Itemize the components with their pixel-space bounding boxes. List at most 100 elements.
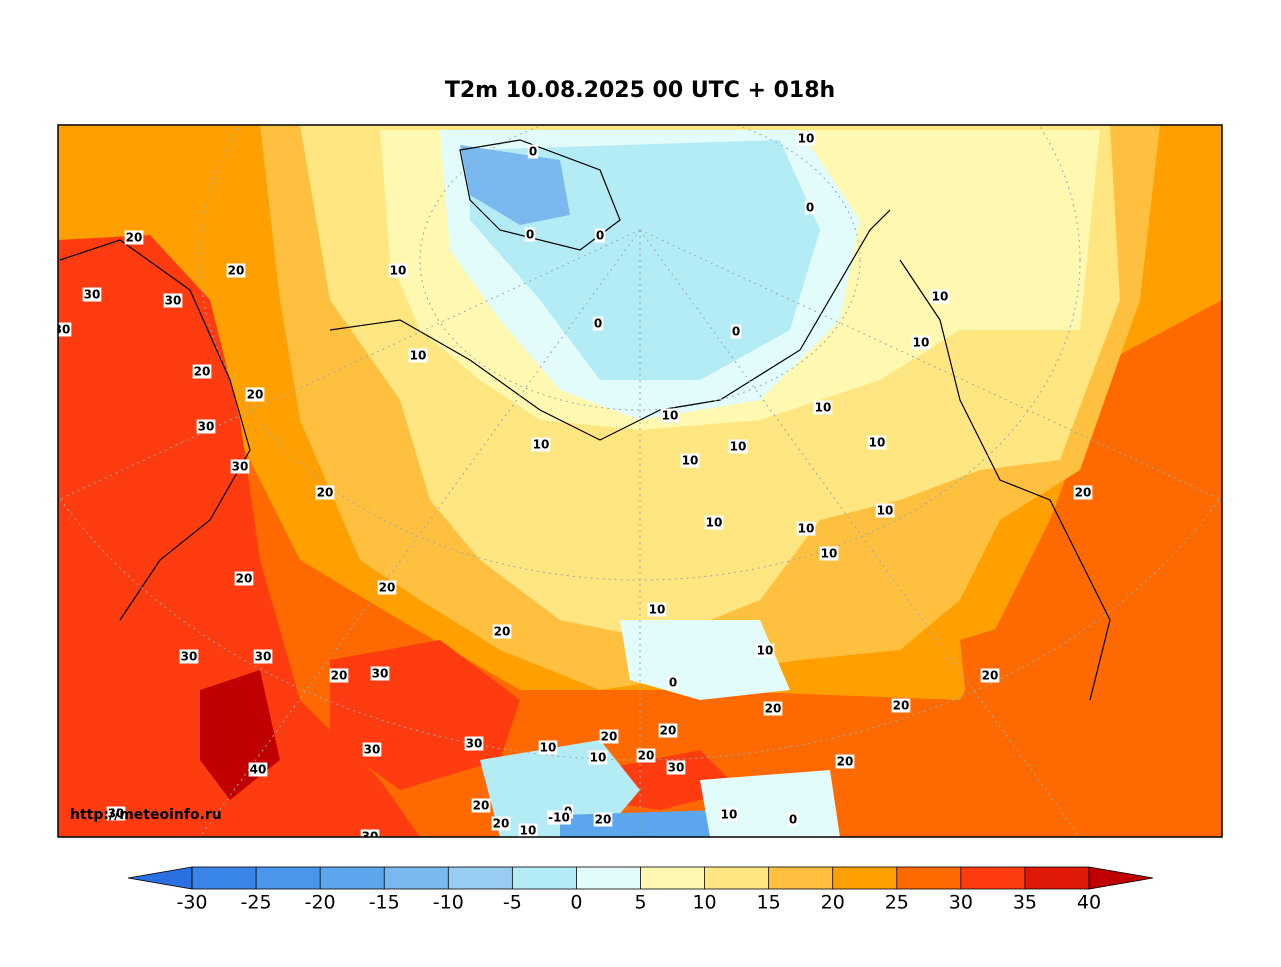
contour-label-box bbox=[524, 227, 536, 242]
contour-label: 0 bbox=[526, 228, 534, 242]
colorbar-tick-label: -5 bbox=[503, 892, 522, 914]
contour-label: 20 bbox=[765, 702, 782, 716]
zone-mountain bbox=[620, 620, 790, 700]
contour-label-box bbox=[360, 829, 380, 837]
contour-label-box bbox=[408, 348, 428, 363]
contour-label: 0 bbox=[594, 317, 602, 331]
contour-label: 30 bbox=[54, 323, 71, 337]
colorbar-tick-label: -10 bbox=[433, 892, 464, 914]
contour-label: 20 bbox=[638, 749, 655, 763]
colorbar: -30 -25 -20 -15 -10 -5 0 5 10 15 20 25 30 35 40 bbox=[127, 866, 1154, 914]
contour-label: 10 bbox=[533, 438, 550, 452]
contour-label: 10 bbox=[682, 454, 699, 468]
zone-tibet-b bbox=[700, 770, 840, 837]
graticule bbox=[58, 125, 1222, 837]
colorbar-tick-label: 0 bbox=[570, 892, 582, 914]
contour-label-box bbox=[230, 459, 250, 474]
contour-label: 20 bbox=[247, 388, 264, 402]
contour-label-box bbox=[796, 131, 816, 146]
contour-label: 20 bbox=[317, 486, 334, 500]
colorbar-tick-label: 10 bbox=[692, 892, 716, 914]
contour-label-box bbox=[666, 760, 686, 775]
colorbar-bin bbox=[448, 867, 513, 889]
colorbar-bin bbox=[192, 867, 257, 889]
contour-label: 0 bbox=[806, 201, 814, 215]
contour-label-box bbox=[1073, 485, 1093, 500]
contour-label-box bbox=[867, 435, 887, 450]
contour-label-box bbox=[547, 810, 571, 825]
colorbar-tick-label: 25 bbox=[885, 892, 909, 914]
contour-label: 10 bbox=[815, 401, 832, 415]
contour-label-box bbox=[593, 812, 613, 827]
contour-label: 10 bbox=[540, 741, 557, 755]
zone-25-30-b bbox=[960, 560, 1222, 837]
contour-label: 30 bbox=[181, 650, 198, 664]
contour-label-box bbox=[763, 701, 783, 716]
contour-label-box bbox=[980, 668, 1000, 683]
contour-label-box bbox=[464, 736, 484, 751]
contour-labels: 10 0 0 0 0 20 20 10 30 30 10 30 0 0 10 10 20 20 10 30 10 10 10… bbox=[54, 131, 1093, 838]
contour-label: 20 bbox=[194, 365, 211, 379]
temperature-field: 10 0 0 0 0 20 20 10 30 30 10 30 0 0 10 10 20 20 10 30 10 10 10… bbox=[54, 125, 1222, 838]
colorbar-over bbox=[1088, 866, 1154, 890]
contour-label: 20 bbox=[236, 572, 253, 586]
colorbar-tick-label: 5 bbox=[634, 892, 646, 914]
contour-label: 30 bbox=[364, 743, 381, 757]
colorbar-bin bbox=[640, 867, 705, 889]
contour-label: 30 bbox=[198, 420, 215, 434]
contour-label: 20 bbox=[126, 231, 143, 245]
colorbar-tick-label: 40 bbox=[1077, 892, 1101, 914]
colorbar-tick-label: 30 bbox=[949, 892, 973, 914]
colorbar-bin bbox=[384, 867, 449, 889]
colorbar-tick-label: -20 bbox=[305, 892, 336, 914]
colorbar-tick-label: -30 bbox=[176, 892, 207, 914]
contour-label-box bbox=[930, 289, 950, 304]
contour-label: 20 bbox=[1075, 486, 1092, 500]
contour-label: 10 bbox=[798, 522, 815, 536]
contour-label-box bbox=[82, 287, 102, 302]
contour-label-box bbox=[329, 668, 349, 683]
contour-label-box bbox=[315, 485, 335, 500]
colorbar-tick-label: 20 bbox=[821, 892, 845, 914]
contour-label-box bbox=[362, 742, 382, 757]
contour-label: 10 bbox=[869, 436, 886, 450]
contour-label: 0 bbox=[669, 676, 677, 690]
contour-label-box bbox=[248, 762, 268, 777]
contour-label-box bbox=[196, 419, 216, 434]
contour-label-box bbox=[531, 437, 551, 452]
contour-label: 20 bbox=[893, 699, 910, 713]
map-title: T2m 10.08.2025 00 UTC + 018h bbox=[445, 78, 835, 103]
contour-label: 10 bbox=[662, 409, 679, 423]
contour-label: 10 bbox=[730, 440, 747, 454]
contour-label-box bbox=[819, 546, 839, 561]
contour-label-box bbox=[755, 643, 775, 658]
contour-label-box bbox=[680, 453, 700, 468]
contour-label: 20 bbox=[494, 625, 511, 639]
contour-label-box bbox=[538, 740, 558, 755]
contour-label-box bbox=[106, 806, 126, 821]
contour-label-box bbox=[813, 400, 833, 415]
contour-label-box bbox=[226, 263, 246, 278]
contour-label-box bbox=[636, 748, 656, 763]
contour-label-box bbox=[370, 666, 390, 681]
contour-label: 20 bbox=[837, 755, 854, 769]
contour-label: 30 bbox=[165, 294, 182, 308]
contour-label-box bbox=[179, 649, 199, 664]
contour-label: 0 bbox=[732, 325, 740, 339]
contour-label: 10 bbox=[520, 824, 537, 838]
colorbar-bin bbox=[896, 867, 961, 889]
contour-label: 30 bbox=[232, 460, 249, 474]
zone-30-35 bbox=[58, 235, 420, 837]
contour-label-box bbox=[492, 624, 512, 639]
contour-label-box bbox=[796, 521, 816, 536]
contour-label-box bbox=[835, 754, 855, 769]
colorbar-bin bbox=[320, 867, 385, 889]
colorbar-bin bbox=[512, 867, 577, 889]
contour-label-box bbox=[388, 263, 408, 278]
contour-label: 10 bbox=[721, 808, 738, 822]
contour-label-box bbox=[234, 571, 254, 586]
contour-label: 0 bbox=[529, 145, 537, 159]
contour-label-box bbox=[660, 408, 680, 423]
contour-label-box bbox=[728, 439, 748, 454]
